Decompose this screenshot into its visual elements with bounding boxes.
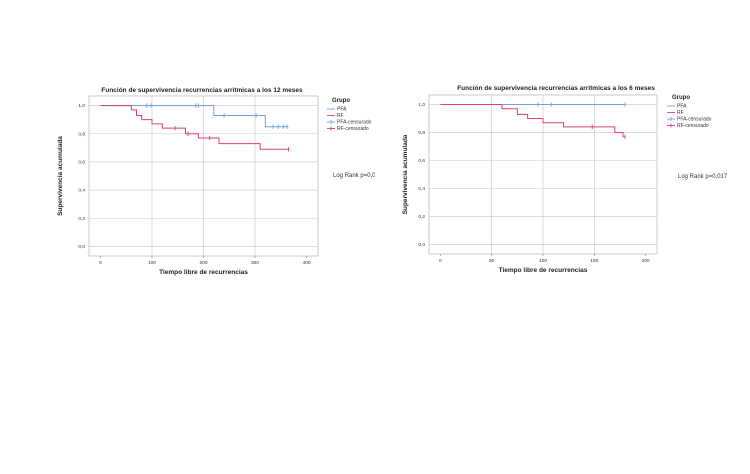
x-tick-label: 400	[303, 260, 311, 266]
y-tick-label: 0,0	[78, 244, 85, 250]
x-tick-label: 100	[148, 260, 156, 266]
x-tick-label: 100	[539, 258, 547, 264]
chart-title: Función de supervivencia recurrencias ar…	[101, 87, 303, 94]
x-axis-label: Tiempo libre de recurrencias	[159, 269, 248, 276]
legend-label: PFA-censurado	[337, 120, 372, 126]
y-tick-label: 1,0	[418, 102, 425, 108]
log-rank-annotation: Log Rank p=0,092	[333, 173, 375, 179]
y-axis-label: Supervivencia acumulada	[57, 136, 64, 216]
legend-label: PFA	[677, 104, 687, 110]
km-chart-12-months: Función de supervivencia recurrencias ar…	[0, 0, 383, 469]
y-tick-label: 0,6	[418, 158, 425, 164]
km-chart-12-months-svg: Función de supervivencia recurrencias ar…	[57, 87, 383, 276]
y-tick-label: 0,4	[418, 186, 425, 192]
y-tick-label: 0,2	[78, 216, 85, 222]
y-tick-label: 0,6	[78, 160, 85, 166]
legend-label: PFA-censurado	[677, 117, 712, 123]
legend-label: PFA	[337, 107, 347, 113]
y-tick-label: 0,8	[418, 130, 425, 136]
log-rank-annotation: Log Rank p=0,017	[678, 174, 728, 180]
series-line-rf	[440, 104, 626, 138]
x-tick-label: 200	[199, 260, 207, 266]
y-tick-label: 0,0	[418, 242, 425, 248]
km-chart-6-months: Función de supervivencia recurrencias ar…	[375, 0, 750, 469]
legend-title: Grupo	[332, 98, 350, 104]
legend-label: RF	[337, 113, 344, 119]
y-tick-label: 0,4	[78, 188, 85, 194]
y-tick-label: 0,2	[418, 214, 425, 220]
km-chart-6-months-svg: Función de supervivencia recurrencias ar…	[402, 85, 728, 274]
legend-title: Grupo	[672, 95, 690, 101]
x-tick-label: 200	[642, 258, 650, 264]
x-tick-label: 0	[439, 258, 442, 264]
series-line-pfa	[100, 105, 289, 128]
x-tick-label: 0	[99, 260, 102, 266]
x-axis-label: Tiempo libre de recurrencias	[499, 267, 588, 274]
legend-label: RF	[677, 110, 684, 116]
legend-label: RF-censurado	[677, 123, 709, 129]
y-tick-label: 0,8	[78, 131, 85, 137]
y-axis-label: Supervivencia acumulada	[402, 134, 409, 214]
x-tick-label: 300	[251, 260, 259, 266]
series-line-rf	[100, 105, 289, 150]
legend-label: RF-censurado	[337, 126, 369, 132]
y-tick-label: 1,0	[78, 103, 85, 109]
chart-title: Función de supervivencia recurrencias ar…	[457, 85, 655, 92]
x-tick-label: 50	[489, 258, 495, 264]
x-tick-label: 150	[590, 258, 598, 264]
